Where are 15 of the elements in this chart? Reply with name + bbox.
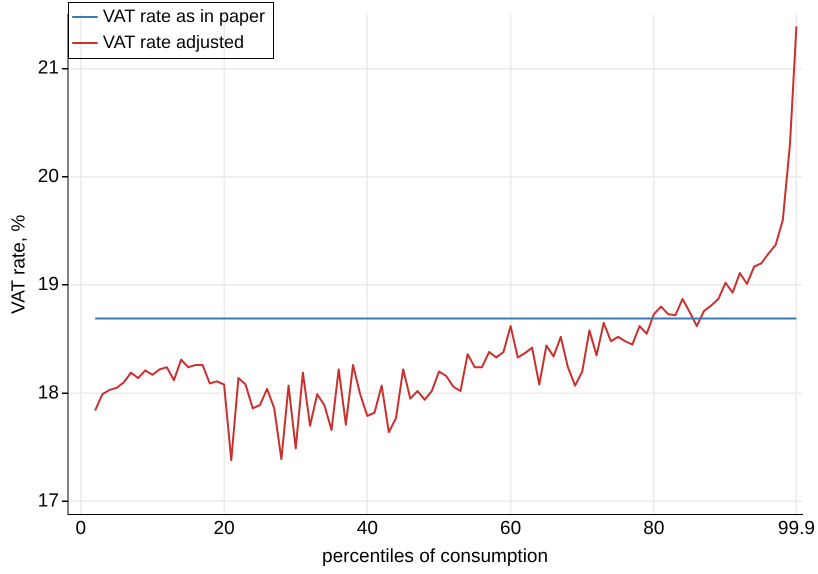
x-tick-label: 99.9	[778, 518, 815, 540]
legend-label: VAT rate adjusted	[102, 32, 244, 52]
y-tick-label: 18	[38, 382, 59, 404]
y-axis-title: VAT rate, %	[8, 214, 30, 314]
x-tick-label: 60	[500, 518, 522, 540]
y-tick-label: 20	[38, 166, 59, 187]
y-tick-label: 21	[38, 58, 59, 79]
x-tick-label: 0	[76, 518, 86, 540]
legend-label: VAT rate as in paper	[102, 6, 266, 26]
x-axis-title: percentiles of consumption	[322, 546, 548, 567]
y-tick-label: 17	[38, 490, 59, 512]
y-tick-label: 19	[38, 274, 59, 296]
x-tick-label: 20	[214, 518, 235, 540]
x-tick-label: 40	[356, 518, 378, 540]
x-tick-label: 80	[643, 518, 664, 540]
